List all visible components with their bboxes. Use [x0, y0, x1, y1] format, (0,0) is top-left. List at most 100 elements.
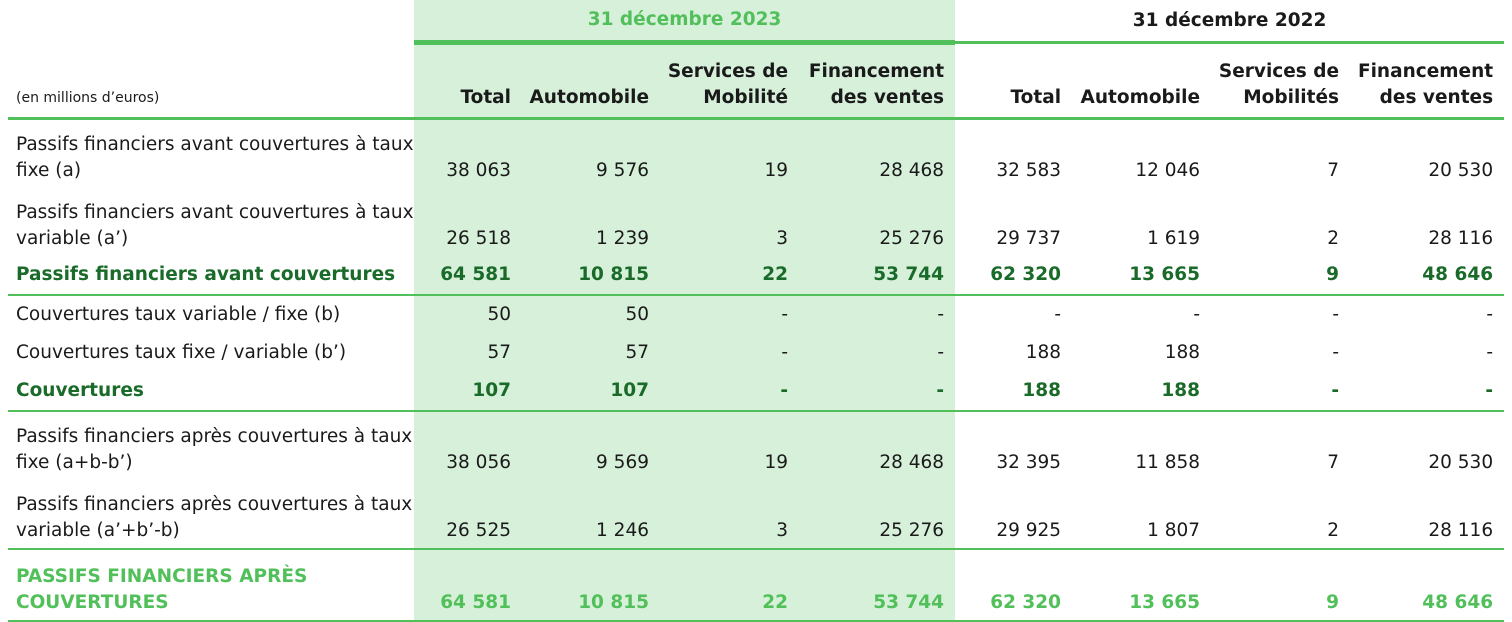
cell-value: 28 468 [799, 411, 956, 480]
cell-value: 10 815 [522, 549, 660, 622]
cell-value: 25 276 [799, 480, 956, 550]
cell-value: 188 [1025, 342, 1062, 363]
cell-value: 22 [660, 256, 799, 296]
table-row: Passifs financiers après couvertures à t… [8, 411, 1504, 480]
cell-value: 48 646 [1350, 256, 1505, 296]
cell-value: 13 665 [1072, 256, 1212, 296]
cell-value: 38 056 [414, 411, 522, 480]
period-2023-header: 31 décembre 2023 [414, 0, 956, 45]
cell-value: 9 576 [522, 118, 660, 188]
cell-value: 107 [522, 372, 660, 412]
cell-value: 57 [522, 334, 660, 372]
row-label: PASSIFS FINANCIERS APRÈS COUVERTURES [8, 549, 414, 622]
cell-value: 62 320 [955, 256, 1073, 296]
table-row: Passifs financiers après couvertures à t… [8, 480, 1505, 550]
cell-value: 62 320 [955, 549, 1073, 622]
cell-value: 48 646 [1350, 549, 1505, 622]
cell-value: 3 [660, 480, 799, 550]
cell-value: - [1054, 304, 1062, 325]
cell-value: 20 530 [1428, 160, 1494, 181]
cell-value: - [799, 372, 956, 412]
cell-value: 9 [1211, 549, 1351, 622]
cell-value: 1 246 [522, 480, 660, 550]
cell-value: 107 [414, 372, 522, 412]
col-2022-sales-financing: Financement des ventes [1350, 42, 1505, 120]
cell-value: 1 807 [1072, 480, 1212, 550]
cell-value: 22 [660, 549, 799, 622]
cell-value: - [1332, 304, 1340, 325]
cell-value: 57 [414, 334, 522, 372]
cell-value: 50 [522, 295, 660, 334]
cell-value: - [660, 334, 799, 372]
cell-value: 28 468 [799, 118, 956, 188]
cell-value: 19 [660, 411, 799, 480]
cell-value: - [1332, 342, 1340, 363]
row-label: Passifs financiers avant couvertures à t… [16, 202, 414, 249]
row-label: Passifs financiers avant couvertures [8, 256, 414, 296]
cell-value: 19 [660, 118, 799, 188]
total-row: PASSIFS FINANCIERS APRÈS COUVERTURES 64 … [8, 549, 1505, 622]
cell-value: 7 [1327, 452, 1340, 473]
cell-value: 9 [1211, 256, 1351, 296]
col-2023-automobile: Automobile [522, 42, 660, 120]
cell-value: 32 583 [996, 160, 1062, 181]
financial-liabilities-table-page: 31 décembre 2023 31 décembre 2022 (en mi… [8, 0, 1505, 622]
cell-value: - [660, 295, 799, 334]
cell-value: - [1193, 304, 1201, 325]
cell-value: 3 [660, 188, 799, 256]
column-header-row: (en millions d’euros) Total Automobile S… [8, 42, 1505, 120]
cell-value: - [1486, 304, 1494, 325]
period-2022-header: 31 décembre 2022 [955, 0, 1505, 44]
cell-value: 7 [1327, 160, 1340, 181]
subtotal-row: Couvertures 107 107 - - 188 188 - - [8, 372, 1505, 412]
col-2023-total: Total [414, 42, 522, 120]
col-2022-total: Total [955, 42, 1073, 120]
table-row: Passifs financiers avant couvertures à t… [8, 118, 1504, 188]
row-label: Couvertures taux variable / fixe (b) [16, 304, 341, 325]
cell-value: - [1211, 372, 1351, 412]
cell-value: 29 925 [955, 480, 1073, 550]
cell-value: 188 [955, 372, 1073, 412]
unit-label: (en millions d’euros) [8, 42, 414, 120]
cell-value: 50 [414, 295, 522, 334]
row-label: Passifs financiers avant couvertures à t… [16, 134, 414, 181]
cell-value: - [1486, 342, 1494, 363]
period-header-row: 31 décembre 2023 31 décembre 2022 [8, 0, 1505, 45]
table-row: Passifs financiers avant couvertures à t… [8, 188, 1504, 256]
cell-value: 12 046 [1135, 160, 1201, 181]
cell-value: 11 858 [1135, 452, 1201, 473]
row-label: Couvertures [8, 372, 414, 412]
empty-header-cell [8, 0, 414, 43]
cell-value: - [799, 334, 956, 372]
cell-value: 20 530 [1428, 452, 1494, 473]
cell-value: 29 737 [996, 228, 1062, 249]
subtotal-row: Passifs financiers avant couvertures 64 … [8, 256, 1505, 296]
cell-value: 2 [1327, 228, 1340, 249]
cell-value: 28 116 [1350, 480, 1505, 550]
cell-value: 38 063 [414, 118, 522, 188]
cell-value: 25 276 [799, 188, 956, 256]
cell-value: - [1350, 372, 1505, 412]
cell-value: 64 581 [414, 256, 522, 296]
cell-value: - [660, 372, 799, 412]
cell-value: - [799, 295, 956, 334]
financial-liabilities-table: 31 décembre 2023 31 décembre 2022 (en mi… [8, 0, 1505, 622]
cell-value: 9 569 [522, 411, 660, 480]
row-label: Couvertures taux fixe / variable (b’) [16, 342, 347, 363]
cell-value: 32 395 [996, 452, 1062, 473]
col-2023-mobility-services: Services de Mobilité [660, 42, 799, 120]
cell-value: 26 518 [414, 188, 522, 256]
row-label: Passifs financiers après couvertures à t… [16, 426, 413, 473]
cell-value: 1 619 [1147, 228, 1201, 249]
cell-value: 188 [1072, 372, 1212, 412]
cell-value: 188 [1164, 342, 1201, 363]
cell-value: 2 [1211, 480, 1351, 550]
row-label: Passifs financiers après couvertures à t… [8, 480, 414, 550]
cell-value: 10 815 [522, 256, 660, 296]
col-2023-sales-financing: Financement des ventes [799, 42, 956, 120]
cell-value: 28 116 [1428, 228, 1494, 249]
col-2022-automobile: Automobile [1072, 42, 1212, 120]
col-2022-mobility-services: Services de Mobilités [1211, 42, 1351, 120]
cell-value: 53 744 [799, 256, 956, 296]
cell-value: 1 239 [522, 188, 660, 256]
